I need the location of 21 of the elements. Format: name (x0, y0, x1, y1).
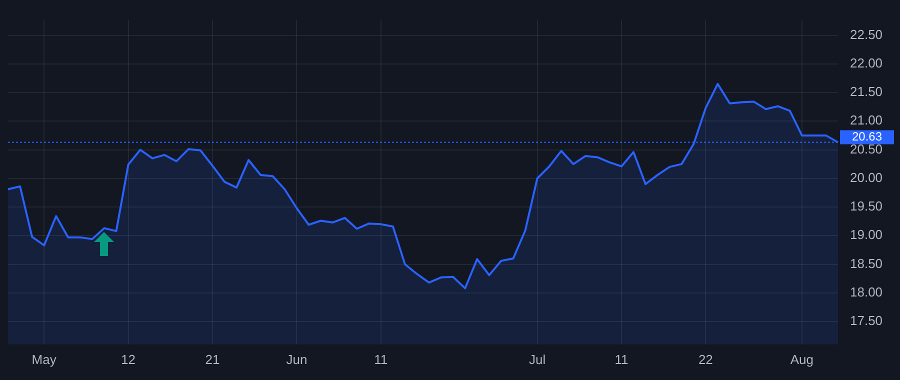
y-tick-label: 19.00 (850, 227, 883, 242)
x-tick-label: 21 (205, 352, 220, 367)
x-tick-label: Jul (528, 352, 546, 367)
x-tick-label: 11 (614, 352, 628, 367)
x-tick-label: 12 (121, 352, 136, 367)
x-tick-label: May (32, 352, 57, 367)
y-tick-label: 20.50 (850, 141, 883, 156)
y-tick-label: 20.00 (850, 170, 883, 185)
ref-line-label: 20.63 (852, 130, 882, 144)
x-tick-label: 11 (374, 352, 388, 367)
y-tick-label: 18.50 (850, 256, 883, 271)
y-tick-label: 17.50 (850, 313, 883, 328)
y-tick-label: 22.00 (850, 55, 883, 70)
y-tick-label: 21.50 (850, 84, 883, 100)
y-tick-label: 22.50 (850, 26, 883, 42)
y-tick-label: 21.00 (850, 112, 883, 128)
y-tick-label: 19.50 (850, 198, 883, 214)
x-tick-label: Aug (790, 352, 814, 367)
y-tick-label: 18.00 (850, 284, 883, 300)
x-tick-label: 22 (698, 352, 713, 367)
x-tick-label: Jun (286, 352, 308, 367)
